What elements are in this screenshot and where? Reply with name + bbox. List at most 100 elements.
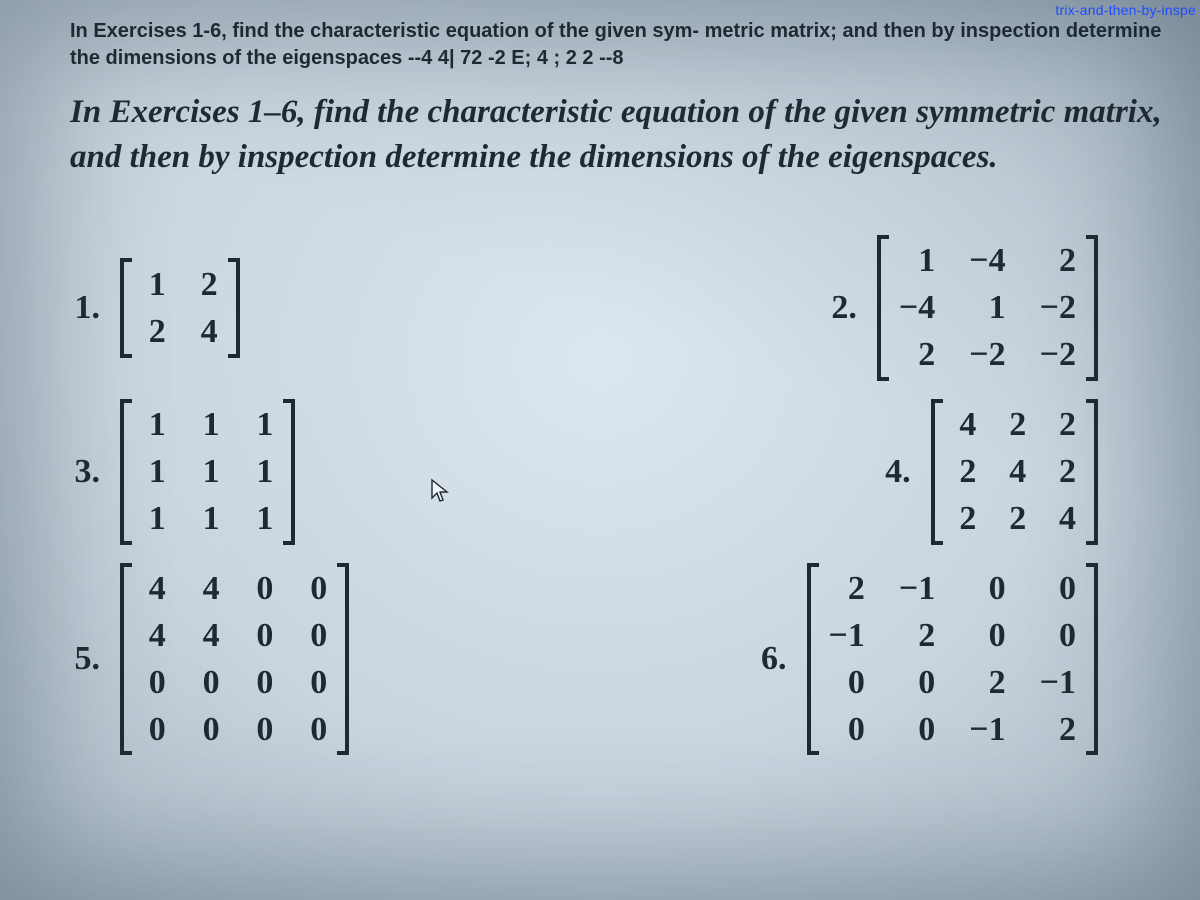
matrix-cell: 0 (303, 617, 327, 655)
matrix-cell: 1 (142, 500, 166, 538)
matrix-cell: 1 (142, 453, 166, 491)
matrix-cell: 0 (841, 664, 865, 702)
bracket-left (805, 563, 819, 755)
bracket-right (1086, 235, 1100, 381)
matrix-cell: −1 (969, 711, 1005, 749)
matrix-cell: 0 (196, 711, 220, 749)
matrix-cell: 0 (250, 617, 274, 655)
matrix-cell: 0 (982, 570, 1006, 608)
matrix-grid: 1224 (132, 258, 228, 358)
problem-number: 5. (60, 640, 100, 678)
matrix-grid: 1−42−41−22−2−2 (889, 235, 1086, 381)
matrix-cell: 0 (1052, 617, 1076, 655)
matrix-cell: −1 (1040, 664, 1076, 702)
matrix-grid: 422242224 (943, 399, 1086, 545)
matrix-cell: 4 (1052, 500, 1076, 538)
bracket-right (1086, 399, 1100, 545)
matrix-cell: 0 (982, 617, 1006, 655)
problems-row-2: 3. 111111111 4. 422242224 (60, 399, 1160, 545)
bracket-left (118, 258, 132, 358)
matrix-cell: −4 (899, 289, 935, 327)
problem-number: 6. (747, 640, 787, 678)
matrix-cell: 4 (196, 617, 220, 655)
matrix-cell: 2 (953, 500, 977, 538)
matrix-cell: 2 (1052, 242, 1076, 280)
bracket-left (875, 235, 889, 381)
matrix-cell: 0 (250, 711, 274, 749)
browser-url-fragment: trix-and-then-by-inspe (1055, 2, 1196, 18)
problem-number: 1. (60, 289, 100, 327)
problem-6: 6. 2−100−1200002−100−12 (747, 563, 1101, 755)
problems-row-3: 5. 4400440000000000 6. 2−100−1200002−100… (60, 563, 1160, 755)
matrix-cell: 0 (250, 570, 274, 608)
matrix-cell: 2 (841, 570, 865, 608)
matrix-cell: 1 (196, 406, 220, 444)
matrix-cell: 0 (841, 711, 865, 749)
matrix-cell: 0 (250, 664, 274, 702)
problem-2: 2. 1−42−41−22−2−2 (817, 235, 1100, 381)
matrix-cell: 0 (303, 711, 327, 749)
matrix-1: 1224 (118, 258, 242, 358)
matrix-cell: 1 (196, 500, 220, 538)
page-photo: trix-and-then-by-inspe In Exercises 1-6,… (0, 0, 1200, 900)
matrix-cell: 4 (196, 570, 220, 608)
matrix-2: 1−42−41−22−2−2 (875, 235, 1100, 381)
matrix-cell: 0 (142, 711, 166, 749)
problem-5: 5. 4400440000000000 (60, 563, 351, 755)
matrix-3: 111111111 (118, 399, 297, 545)
problem-number: 4. (871, 453, 911, 491)
matrix-cell: 2 (1052, 711, 1076, 749)
matrix-cell: −1 (899, 570, 935, 608)
problem-1: 1. 1224 (60, 258, 242, 358)
matrix-cell: −4 (969, 242, 1005, 280)
matrix-cell: 1 (142, 266, 166, 304)
matrix-cell: 4 (194, 313, 218, 351)
matrix-grid: 111111111 (132, 399, 283, 545)
bracket-left (118, 399, 132, 545)
matrix-cell: 4 (142, 617, 166, 655)
matrix-cell: 4 (142, 570, 166, 608)
matrix-cell: 2 (1002, 406, 1026, 444)
matrix-cell: −2 (1040, 336, 1076, 374)
matrix-4: 422242224 (929, 399, 1100, 545)
bracket-left (929, 399, 943, 545)
bracket-right (228, 258, 242, 358)
matrix-6: 2−100−1200002−100−12 (805, 563, 1101, 755)
textbook-header-line: In Exercises 1-6, find the characteristi… (70, 18, 1170, 72)
problems-region: 1. 1224 2. 1−42−41−22−2−2 3. 111111111 4… (60, 235, 1160, 880)
matrix-cell: 4 (1002, 453, 1026, 491)
bracket-right (337, 563, 351, 755)
matrix-cell: 0 (303, 664, 327, 702)
problems-row-1: 1. 1224 2. 1 −4 2 −4 1 −2 2 −2 −2 (60, 235, 1160, 381)
exercise-instructions: In Exercises 1–6, find the characteristi… (70, 90, 1170, 179)
matrix-cell: 2 (1052, 406, 1076, 444)
matrix-cell: 1 (250, 453, 274, 491)
matrix-cell: 0 (911, 711, 935, 749)
matrix-cell: 2 (194, 266, 218, 304)
matrix-cell: 2 (142, 313, 166, 351)
matrix-cell: 0 (142, 664, 166, 702)
matrix-cell: 0 (911, 664, 935, 702)
bracket-right (283, 399, 297, 545)
matrix-cell: 2 (982, 664, 1006, 702)
problem-number: 3. (60, 453, 100, 491)
matrix-cell: 2 (1002, 500, 1026, 538)
bracket-right (1086, 563, 1100, 755)
problem-4: 4. 422242224 (871, 399, 1100, 545)
matrix-cell: 1 (982, 289, 1006, 327)
matrix-5: 4400440000000000 (118, 563, 351, 755)
matrix-cell: 2 (911, 617, 935, 655)
matrix-cell: 0 (196, 664, 220, 702)
problem-number: 2. (817, 289, 857, 327)
matrix-grid: 2−100−1200002−100−12 (819, 563, 1087, 755)
matrix-cell: −1 (829, 617, 865, 655)
matrix-cell: 4 (953, 406, 977, 444)
matrix-grid: 4400440000000000 (132, 563, 337, 755)
matrix-cell: −2 (969, 336, 1005, 374)
problem-3: 3. 111111111 (60, 399, 297, 545)
matrix-cell: 2 (953, 453, 977, 491)
matrix-cell: 1 (196, 453, 220, 491)
matrix-cell: 1 (911, 242, 935, 280)
bracket-left (118, 563, 132, 755)
matrix-cell: −2 (1040, 289, 1076, 327)
